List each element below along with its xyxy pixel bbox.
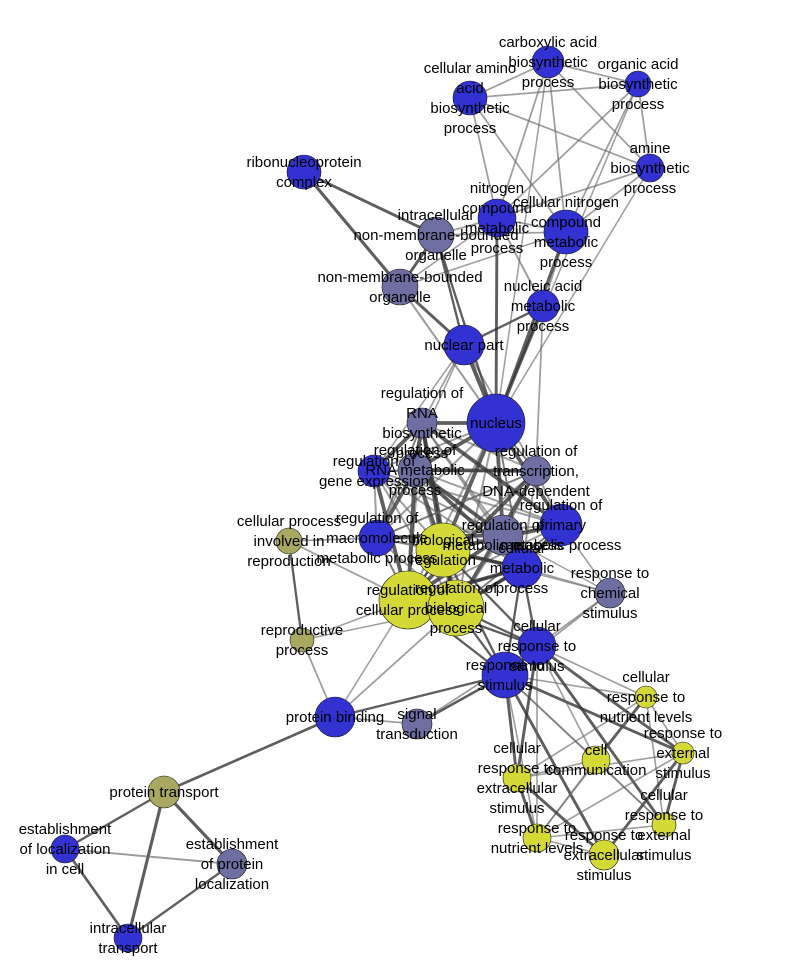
svg-text:transcription,: transcription, — [493, 463, 579, 480]
svg-text:stimulus: stimulus — [655, 765, 710, 782]
svg-text:response to: response to — [644, 725, 722, 742]
svg-text:process: process — [540, 254, 593, 271]
svg-text:nuclear part: nuclear part — [424, 337, 504, 354]
svg-text:nucleus: nucleus — [470, 415, 522, 432]
svg-text:reproduction: reproduction — [247, 553, 330, 570]
svg-text:metabolic: metabolic — [511, 298, 576, 315]
svg-text:process: process — [444, 120, 497, 137]
svg-text:organic acid: organic acid — [598, 56, 679, 73]
svg-text:compound: compound — [531, 214, 601, 231]
svg-text:of localization: of localization — [20, 841, 111, 858]
svg-text:response to: response to — [571, 565, 649, 582]
svg-text:communication: communication — [546, 762, 647, 779]
svg-text:regulation of: regulation of — [374, 442, 457, 459]
svg-text:biosynthetic: biosynthetic — [382, 425, 462, 442]
svg-text:biological: biological — [412, 532, 475, 549]
svg-text:extracellular: extracellular — [564, 847, 645, 864]
svg-text:biological: biological — [425, 600, 488, 617]
svg-text:regulation of: regulation of — [415, 580, 498, 597]
svg-text:stimulus: stimulus — [489, 800, 544, 817]
svg-text:in cell: in cell — [46, 861, 84, 878]
svg-text:nucleic acid: nucleic acid — [504, 278, 582, 295]
svg-text:complex: complex — [276, 174, 332, 191]
svg-text:response to: response to — [607, 689, 685, 706]
svg-text:stimulus: stimulus — [576, 867, 631, 884]
svg-text:cellular: cellular — [513, 618, 561, 635]
svg-text:transport: transport — [98, 940, 158, 957]
svg-text:cellular nitrogen: cellular nitrogen — [513, 194, 619, 211]
svg-text:cellular process: cellular process — [237, 513, 341, 530]
svg-text:carboxylic acid: carboxylic acid — [499, 34, 597, 51]
svg-text:establishment: establishment — [19, 821, 112, 838]
svg-text:process: process — [389, 482, 442, 499]
svg-text:cellular: cellular — [640, 787, 688, 804]
svg-text:cellular amino: cellular amino — [424, 60, 517, 77]
svg-text:process: process — [496, 580, 549, 597]
svg-text:involved in: involved in — [254, 533, 325, 550]
svg-text:intracellular: intracellular — [398, 207, 475, 224]
svg-text:biosynthetic: biosynthetic — [610, 160, 690, 177]
svg-text:external: external — [637, 827, 690, 844]
svg-text:process: process — [522, 74, 575, 91]
svg-text:acid: acid — [456, 80, 484, 97]
svg-text:cellular: cellular — [493, 740, 541, 757]
svg-text:response to: response to — [625, 807, 703, 824]
svg-text:regulation of: regulation of — [520, 497, 603, 514]
svg-text:response to: response to — [478, 760, 556, 777]
svg-text:process: process — [624, 180, 677, 197]
svg-text:stimulus: stimulus — [636, 847, 691, 864]
svg-text:process: process — [276, 642, 329, 659]
svg-text:transduction: transduction — [376, 726, 458, 743]
svg-text:organelle: organelle — [369, 289, 431, 306]
svg-text:extracellular: extracellular — [477, 780, 558, 797]
svg-text:metabolic: metabolic — [534, 234, 599, 251]
svg-text:regulation of: regulation of — [381, 385, 464, 402]
svg-text:regulation of: regulation of — [495, 443, 578, 460]
svg-text:non-membrane-bounded: non-membrane-bounded — [353, 227, 518, 244]
svg-text:metabolic: metabolic — [490, 560, 555, 577]
svg-text:non-membrane-bounded: non-membrane-bounded — [317, 269, 482, 286]
svg-text:biosynthetic: biosynthetic — [598, 76, 678, 93]
svg-text:process: process — [517, 318, 570, 335]
svg-text:stimulus: stimulus — [509, 658, 564, 675]
svg-text:response to: response to — [498, 638, 576, 655]
svg-text:biosynthetic: biosynthetic — [508, 54, 588, 71]
svg-text:regulation of: regulation of — [336, 510, 419, 527]
svg-text:nutrient levels: nutrient levels — [600, 709, 693, 726]
svg-text:ribonucleoprotein: ribonucleoprotein — [246, 154, 361, 171]
svg-text:stimulus: stimulus — [582, 605, 637, 622]
svg-text:biosynthetic: biosynthetic — [430, 100, 510, 117]
svg-text:process: process — [612, 96, 665, 113]
svg-text:localization: localization — [195, 876, 269, 893]
svg-text:stimulus: stimulus — [477, 677, 532, 694]
svg-text:protein transport: protein transport — [109, 784, 219, 801]
svg-text:protein binding: protein binding — [286, 709, 384, 726]
svg-text:establishment: establishment — [186, 836, 279, 853]
svg-text:cellular: cellular — [622, 669, 670, 686]
svg-text:amine: amine — [630, 140, 671, 157]
svg-text:cell: cell — [585, 742, 608, 759]
svg-text:reproductive: reproductive — [261, 622, 344, 639]
svg-text:response to: response to — [565, 827, 643, 844]
svg-text:RNA: RNA — [406, 405, 438, 422]
svg-text:chemical: chemical — [580, 585, 639, 602]
svg-text:organelle: organelle — [405, 247, 467, 264]
svg-text:intracellular: intracellular — [90, 920, 167, 937]
svg-text:signal: signal — [397, 706, 436, 723]
svg-text:regulation: regulation — [410, 552, 476, 569]
svg-text:process: process — [430, 620, 483, 637]
svg-text:cellular: cellular — [498, 540, 546, 557]
svg-text:external: external — [656, 745, 709, 762]
svg-text:RNA metabolic: RNA metabolic — [365, 462, 465, 479]
svg-text:of protein: of protein — [201, 856, 264, 873]
